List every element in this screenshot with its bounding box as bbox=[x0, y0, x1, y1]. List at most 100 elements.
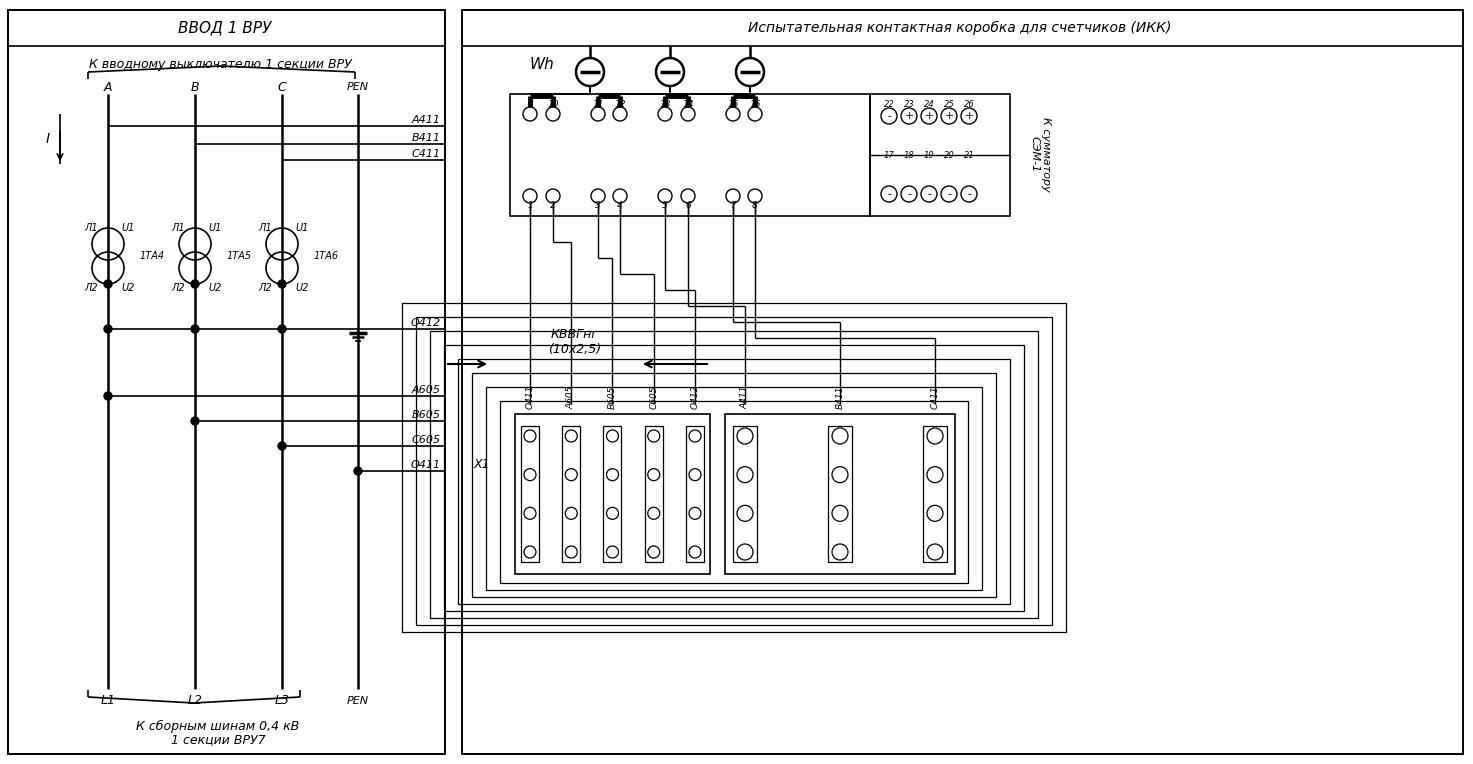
Bar bbox=[430, 331, 1038, 618]
Text: 20: 20 bbox=[944, 151, 955, 160]
Text: B605: B605 bbox=[412, 410, 440, 420]
Text: 5: 5 bbox=[663, 201, 667, 210]
Text: Л1: Л1 bbox=[84, 223, 97, 233]
Text: К сборным шинам 0,4 кВ: К сборным шинам 0,4 кВ bbox=[137, 720, 299, 733]
Text: 14: 14 bbox=[682, 100, 694, 109]
Circle shape bbox=[278, 280, 286, 288]
Text: Л2: Л2 bbox=[171, 283, 184, 293]
Text: К сумматору
СЭМ-1: К сумматору СЭМ-1 bbox=[1030, 117, 1050, 191]
Text: -: - bbox=[947, 189, 952, 199]
Bar bbox=[725, 414, 955, 574]
Text: B605: B605 bbox=[608, 386, 617, 409]
Text: +: + bbox=[944, 111, 953, 121]
Text: U2: U2 bbox=[121, 283, 134, 293]
Text: 3: 3 bbox=[595, 201, 601, 210]
Text: C411: C411 bbox=[412, 149, 440, 159]
Bar bbox=[734, 426, 757, 562]
Text: Л2: Л2 bbox=[84, 283, 97, 293]
Text: PEN: PEN bbox=[348, 82, 370, 92]
Text: 7: 7 bbox=[731, 201, 736, 210]
Text: I: I bbox=[46, 132, 50, 146]
Circle shape bbox=[191, 280, 199, 288]
Text: К вводному выключателю 1 секции ВРУ: К вводному выключателю 1 секции ВРУ bbox=[88, 57, 352, 70]
Text: 1ТА6: 1ТА6 bbox=[314, 251, 339, 261]
Bar bbox=[471, 373, 996, 597]
Bar bbox=[499, 401, 968, 583]
Text: U2: U2 bbox=[295, 283, 309, 293]
Text: 19: 19 bbox=[924, 151, 934, 160]
Circle shape bbox=[278, 325, 286, 333]
Text: L2: L2 bbox=[187, 694, 202, 707]
Bar bbox=[686, 426, 704, 562]
Text: 24: 24 bbox=[924, 100, 934, 109]
Text: 18: 18 bbox=[903, 151, 915, 160]
Text: 17: 17 bbox=[884, 151, 894, 160]
Circle shape bbox=[278, 442, 286, 450]
Text: 12: 12 bbox=[614, 100, 626, 109]
Text: PEN: PEN bbox=[348, 696, 370, 706]
Text: U1: U1 bbox=[295, 223, 309, 233]
Bar bbox=[871, 94, 1010, 216]
Text: Испытательная контактная коробка для счетчиков (ИКК): Испытательная контактная коробка для сче… bbox=[748, 21, 1171, 35]
Text: O412: O412 bbox=[691, 384, 700, 409]
Text: -: - bbox=[887, 111, 891, 121]
Bar bbox=[828, 426, 851, 562]
Bar bbox=[563, 426, 580, 562]
Text: A411: A411 bbox=[412, 115, 440, 125]
Circle shape bbox=[105, 325, 112, 333]
Bar bbox=[7, 10, 445, 754]
Text: 23: 23 bbox=[903, 100, 915, 109]
Text: Л2: Л2 bbox=[258, 283, 273, 293]
Text: C411: C411 bbox=[931, 386, 940, 409]
Circle shape bbox=[105, 280, 112, 288]
Text: Л1: Л1 bbox=[171, 223, 184, 233]
Bar bbox=[415, 317, 1052, 625]
Text: -: - bbox=[927, 189, 931, 199]
Text: 11: 11 bbox=[592, 100, 604, 109]
Text: A605: A605 bbox=[567, 386, 576, 409]
Text: 15: 15 bbox=[728, 100, 739, 109]
Text: Х1: Х1 bbox=[473, 458, 491, 471]
Text: O411: O411 bbox=[411, 460, 440, 470]
Text: 1 секции ВРУ7: 1 секции ВРУ7 bbox=[171, 733, 265, 746]
Text: 1ТА5: 1ТА5 bbox=[227, 251, 252, 261]
Text: 9: 9 bbox=[527, 100, 533, 109]
Bar bbox=[516, 414, 710, 574]
Text: A411: A411 bbox=[741, 386, 750, 409]
Text: -: - bbox=[887, 189, 891, 199]
Text: B411: B411 bbox=[835, 386, 844, 409]
Text: -: - bbox=[966, 189, 971, 199]
Text: КВВГнг
(10х2,5): КВВГнг (10х2,5) bbox=[548, 328, 601, 356]
Bar bbox=[924, 426, 947, 562]
Bar bbox=[458, 359, 1010, 604]
Circle shape bbox=[354, 467, 362, 475]
Bar bbox=[463, 10, 1463, 754]
Text: U1: U1 bbox=[208, 223, 222, 233]
Text: A605: A605 bbox=[412, 385, 440, 395]
Text: B411: B411 bbox=[412, 133, 440, 143]
Text: C605: C605 bbox=[412, 435, 440, 445]
Text: C605: C605 bbox=[650, 386, 658, 409]
Text: B: B bbox=[190, 80, 199, 93]
Text: A: A bbox=[103, 80, 112, 93]
Text: O411: O411 bbox=[526, 384, 535, 409]
Text: +: + bbox=[904, 111, 913, 121]
Text: +: + bbox=[965, 111, 974, 121]
Text: Л1: Л1 bbox=[258, 223, 273, 233]
Bar bbox=[510, 94, 871, 216]
Bar bbox=[645, 426, 663, 562]
Bar bbox=[486, 387, 982, 590]
Bar bbox=[604, 426, 622, 562]
Text: 6: 6 bbox=[685, 201, 691, 210]
Text: L1: L1 bbox=[100, 694, 115, 707]
Circle shape bbox=[191, 325, 199, 333]
Text: 2: 2 bbox=[549, 201, 555, 210]
Text: Wh: Wh bbox=[530, 57, 555, 72]
Text: U1: U1 bbox=[121, 223, 134, 233]
Text: -: - bbox=[907, 189, 910, 199]
Text: C: C bbox=[277, 80, 286, 93]
Text: 16: 16 bbox=[750, 100, 760, 109]
Bar bbox=[402, 303, 1066, 632]
Text: O412: O412 bbox=[411, 318, 440, 328]
Text: U2: U2 bbox=[208, 283, 222, 293]
